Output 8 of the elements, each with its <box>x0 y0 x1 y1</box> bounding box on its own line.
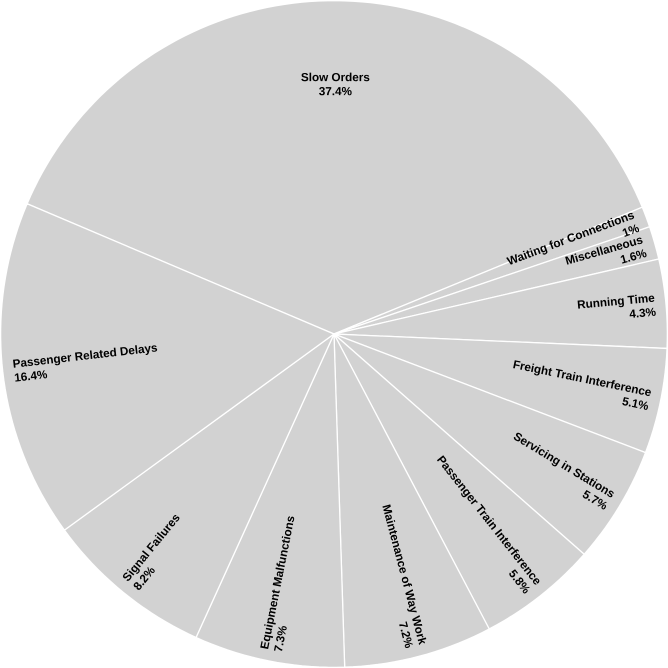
slice-label: Passenger Related Delays <box>13 345 158 368</box>
data-label: 4.3% <box>630 308 656 318</box>
data-label: 16.4% <box>14 370 48 382</box>
data-label: 7.2% <box>399 621 413 648</box>
slice-label: Running Time <box>578 294 654 309</box>
slice-label: Slow Orders <box>301 72 370 82</box>
data-label: 5.1% <box>622 397 648 410</box>
data-label: 37.4% <box>319 87 352 96</box>
